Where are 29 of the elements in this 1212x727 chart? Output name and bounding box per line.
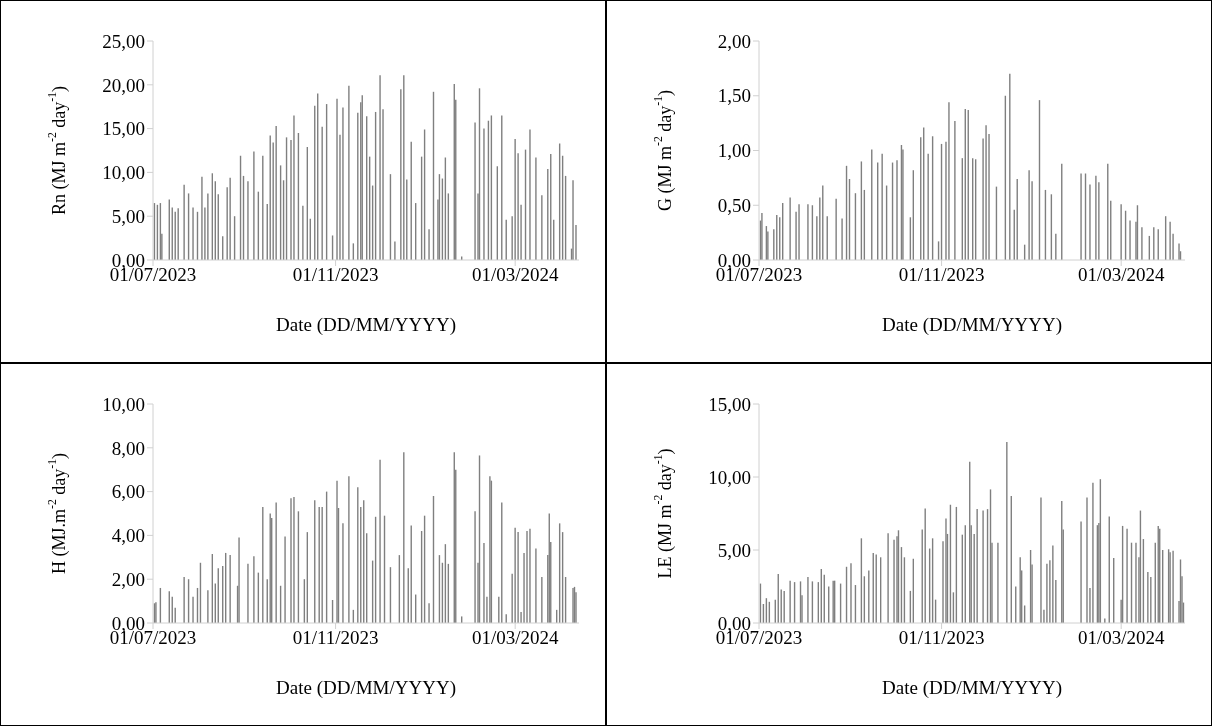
x-tick-label: 01/11/2023 <box>898 627 985 649</box>
y-tick-label: 2,00 <box>111 568 145 590</box>
y-tick-label: 1,00 <box>717 140 751 162</box>
x-axis-title: Date (DD/MM/YYYY) <box>276 676 456 699</box>
y-tick-label: 0,50 <box>717 194 751 216</box>
x-axis-title: Date (DD/MM/YYYY) <box>276 313 456 336</box>
x-tick-label: 01/03/2024 <box>471 264 559 286</box>
y-tick-label: 8,00 <box>111 437 145 459</box>
x-axis-title: Date (DD/MM/YYYY) <box>882 313 1062 336</box>
y-tick-label: 20,00 <box>102 74 145 96</box>
y-tick-label: 10,00 <box>102 393 145 415</box>
y-tick-label: 10,00 <box>708 466 751 488</box>
y-tick-label: 25,00 <box>102 30 145 52</box>
y-tick-label: 10,00 <box>102 162 145 184</box>
y-tick-label: 6,00 <box>111 481 145 503</box>
x-tick-label: 01/11/2023 <box>292 264 379 286</box>
y-tick-label: 4,00 <box>111 525 145 547</box>
y-tick-label: 1,50 <box>717 85 751 107</box>
y-tick-label: 15,00 <box>708 393 751 415</box>
x-tick-label: 01/11/2023 <box>292 627 379 649</box>
x-axis-title: Date (DD/MM/YYYY) <box>882 676 1062 699</box>
x-tick-label: 01/03/2024 <box>1077 264 1165 286</box>
x-tick-label: 01/11/2023 <box>898 264 985 286</box>
x-tick-label: 01/03/2024 <box>471 627 559 649</box>
y-tick-label: 15,00 <box>102 118 145 140</box>
x-tick-label: 01/03/2024 <box>1077 627 1165 649</box>
y-tick-label: 2,00 <box>717 30 751 52</box>
y-tick-label: 5,00 <box>111 205 145 227</box>
y-tick-label: 5,00 <box>717 539 751 561</box>
